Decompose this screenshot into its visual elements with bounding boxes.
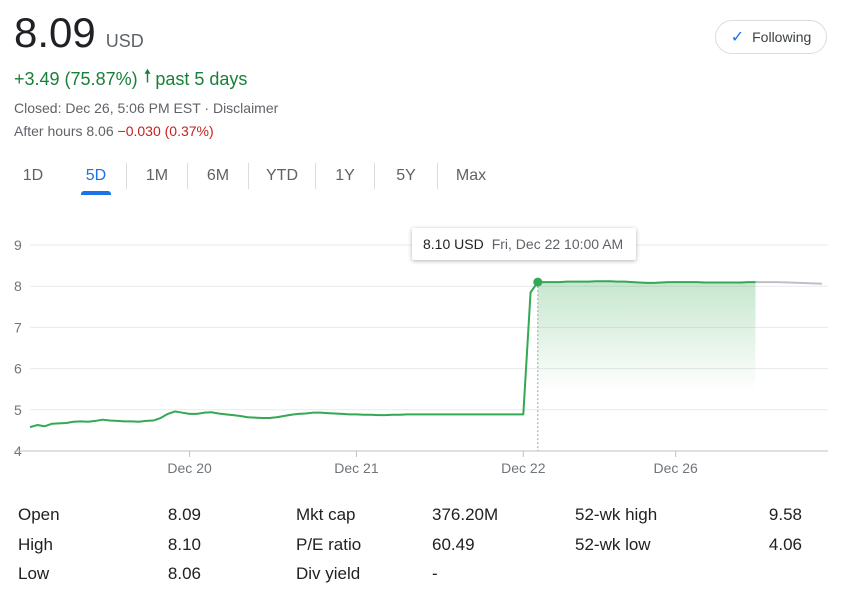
change-period: past 5 days xyxy=(155,68,248,89)
y-tick-label: 6 xyxy=(14,361,22,377)
after-hours-line xyxy=(755,281,823,285)
x-tick-label: Dec 26 xyxy=(653,460,698,476)
disclaimer-link[interactable]: Disclaimer xyxy=(212,100,279,116)
stat-value: 4.06 xyxy=(768,534,802,554)
y-tick-label: 5 xyxy=(14,402,22,418)
currency-label: USD xyxy=(105,31,144,51)
stat-value: 9.58 xyxy=(768,505,802,524)
range-separator xyxy=(374,163,375,189)
stat-value: - xyxy=(432,564,438,583)
stat-label: High xyxy=(18,534,53,554)
stat-label: Mkt cap xyxy=(296,505,356,524)
after-hours-change: −0.030 (0.37%) xyxy=(117,123,214,139)
range-tab-5d[interactable]: 5D xyxy=(66,161,126,191)
x-tick-label: Dec 22 xyxy=(501,460,546,476)
range-selector: 1D 5D 1M 6M YTD 1Y 5Y Max xyxy=(0,160,504,192)
after-hours-info: After hours 8.06 −0.030 (0.37%) xyxy=(14,123,214,139)
range-tab-6m[interactable]: 6M xyxy=(206,167,230,184)
price-area-fill xyxy=(537,281,756,391)
stat-label: Low xyxy=(18,564,50,583)
stat-label: 52-wk high xyxy=(575,505,658,524)
stat-label: Div yield xyxy=(296,564,361,583)
range-tab-1y[interactable]: 1Y xyxy=(335,167,355,184)
y-tick-label: 9 xyxy=(14,237,22,253)
stat-label: 52-wk low xyxy=(575,534,651,554)
range-separator xyxy=(437,163,438,189)
range-tab-1m[interactable]: 1M xyxy=(145,167,169,184)
following-button[interactable]: ✓ Following xyxy=(715,20,827,54)
x-tick-label: Dec 20 xyxy=(167,460,212,476)
stat-value: 60.49 xyxy=(432,534,475,554)
price-header: 8.09 USD xyxy=(14,8,144,58)
arrow-up-icon: 🠕 xyxy=(143,66,152,86)
stat-value: 8.06 xyxy=(167,564,201,583)
stat-label: P/E ratio xyxy=(296,534,362,554)
hover-point xyxy=(533,277,543,287)
tooltip-time: Fri, Dec 22 10:00 AM xyxy=(491,236,624,252)
separator-dot: · xyxy=(204,100,213,116)
stat-value: 376.20M xyxy=(432,505,499,524)
stat-label: Open xyxy=(18,505,60,524)
range-separator xyxy=(315,163,316,189)
closed-info: Closed: Dec 26, 5:06 PM EST · Disclaimer xyxy=(14,100,278,116)
range-tab-ytd[interactable]: YTD xyxy=(266,167,298,184)
tooltip-value: 8.10 USD xyxy=(423,236,484,252)
range-separator xyxy=(248,163,249,189)
current-price: 8.09 xyxy=(14,9,96,56)
price-change: +3.49 (75.87%) 🠕 past 5 days xyxy=(14,64,247,94)
range-tab-5y[interactable]: 5Y xyxy=(396,167,416,184)
following-label: Following xyxy=(752,29,812,45)
range-separator xyxy=(126,163,127,189)
y-tick-label: 7 xyxy=(14,319,22,335)
closed-text: Closed: Dec 26, 5:06 PM EST xyxy=(14,100,201,116)
x-tick-label: Dec 21 xyxy=(334,460,379,476)
change-value: +3.49 (75.87%) xyxy=(14,68,138,89)
price-line xyxy=(29,280,756,429)
chart-tooltip: 8.10 USD Fri, Dec 22 10:00 AM xyxy=(412,228,636,260)
range-tab-1d[interactable]: 1D xyxy=(22,167,44,184)
check-icon: ✓ xyxy=(730,29,745,46)
after-hours-label: After hours 8.06 xyxy=(14,123,114,139)
stat-value: 8.09 xyxy=(167,505,201,524)
range-separator xyxy=(187,163,188,189)
range-tab-max[interactable]: Max xyxy=(455,167,487,184)
stat-value: 8.10 xyxy=(167,534,201,554)
y-tick-label: 8 xyxy=(14,278,22,294)
